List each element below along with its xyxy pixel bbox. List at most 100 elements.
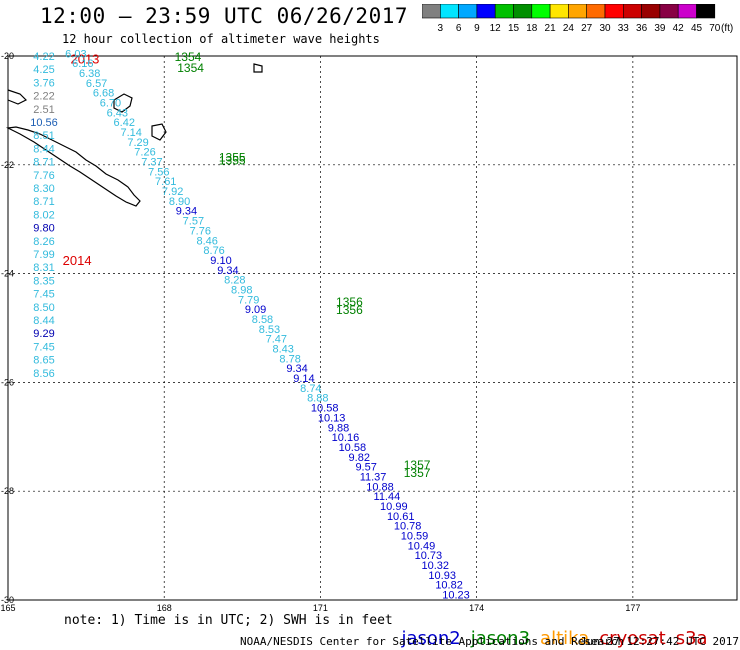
swh-value: 8.30 bbox=[33, 183, 54, 195]
satellite-legend: jason2 jason3 altika cryosat s3a bbox=[390, 607, 718, 649]
swh-value: 9.14 bbox=[293, 373, 314, 385]
swh-value: 7.14 bbox=[120, 127, 141, 139]
latitude-tick-label: -24 bbox=[1, 269, 14, 279]
swh-value: 8.46 bbox=[196, 235, 217, 247]
swh-value: 10.58 bbox=[339, 442, 367, 454]
swh-value: 7.57 bbox=[183, 216, 204, 228]
colorbar-swatch bbox=[659, 4, 679, 19]
colorbar-label: 42 bbox=[673, 23, 685, 34]
swh-value: 7.56 bbox=[148, 166, 169, 178]
swh-value: 9.34 bbox=[286, 363, 307, 375]
colorbar-label: 30 bbox=[599, 23, 611, 34]
swh-value: 7.61 bbox=[155, 176, 176, 188]
colorbar-label: 45 bbox=[691, 23, 703, 34]
swh-value: 8.35 bbox=[33, 275, 54, 287]
credit-line: NOAA/NESDIS Center for Satellite Applica… bbox=[240, 635, 625, 648]
swh-value: 2.51 bbox=[33, 104, 54, 116]
swh-value: 6.03 bbox=[65, 48, 86, 60]
latitude-tick-label: -28 bbox=[1, 486, 14, 496]
rev-number-label: 1357 bbox=[404, 466, 431, 480]
colorbar-swatch bbox=[586, 4, 606, 19]
swh-value: 8.71 bbox=[33, 157, 54, 169]
swh-value: 6.38 bbox=[79, 68, 100, 80]
latitude-tick-label: -30 bbox=[1, 595, 14, 605]
colorbar-label: 70 bbox=[709, 23, 721, 34]
swh-value: 7.79 bbox=[238, 294, 259, 306]
swh-value: 8.74 bbox=[300, 383, 321, 395]
swh-value: 11.37 bbox=[360, 471, 387, 483]
swh-value: 8.90 bbox=[169, 196, 190, 208]
longitude-tick-label: 171 bbox=[313, 603, 328, 613]
swh-value: 8.31 bbox=[33, 262, 54, 274]
colorbar-label: 24 bbox=[563, 23, 575, 34]
rev-number-label: 1357 bbox=[404, 458, 431, 472]
swh-value: 10.82 bbox=[435, 580, 463, 592]
swh-value: 9.34 bbox=[176, 206, 197, 218]
swh-value: 8.44 bbox=[33, 143, 54, 155]
colorbar-label: 6 bbox=[456, 23, 462, 34]
swh-value: 10.56 bbox=[30, 117, 58, 129]
swh-value: 10.88 bbox=[366, 481, 394, 493]
map-frame bbox=[7, 55, 738, 601]
colorbar-swatch bbox=[677, 4, 697, 19]
swh-value: 6.57 bbox=[86, 78, 107, 90]
year-label: 2013 bbox=[70, 52, 99, 67]
swh-value: 6.68 bbox=[93, 88, 114, 100]
rev-number-label: 1354 bbox=[175, 50, 202, 64]
swh-value: 9.82 bbox=[349, 452, 370, 464]
colorbar-swatch bbox=[604, 4, 624, 19]
swh-value: 8.50 bbox=[33, 302, 54, 314]
swh-value: 10.58 bbox=[311, 403, 339, 415]
latitude-tick-label: -22 bbox=[1, 160, 14, 170]
swh-value: 9.34 bbox=[217, 265, 238, 277]
swh-value: 9.09 bbox=[245, 304, 266, 316]
swh-value: 7.92 bbox=[162, 186, 183, 198]
swh-value: 9.29 bbox=[33, 328, 54, 340]
colorbar-swatch bbox=[623, 4, 642, 19]
swh-value: 7.45 bbox=[33, 341, 54, 353]
swh-value: 7.76 bbox=[190, 225, 211, 237]
swh-value: 6.42 bbox=[114, 117, 135, 129]
loyalty-island-1 bbox=[113, 93, 133, 113]
swh-value: 8.43 bbox=[273, 344, 294, 356]
colorbar-swatch bbox=[439, 4, 459, 19]
swh-value: 8.98 bbox=[231, 284, 252, 296]
colorbar-swatch bbox=[494, 4, 514, 19]
swh-value: 10.23 bbox=[442, 590, 470, 602]
swh-value: 8.53 bbox=[259, 324, 280, 336]
page-subtitle: 12 hour collection of altimeter wave hei… bbox=[62, 32, 380, 46]
swh-value: 9.10 bbox=[210, 255, 231, 267]
longitude-tick-label: 165 bbox=[0, 603, 15, 613]
colorbar-label: 27 bbox=[581, 23, 593, 34]
longitude-tick-label: 174 bbox=[469, 603, 484, 613]
swh-value: 7.29 bbox=[127, 137, 148, 149]
loyalty-island-3 bbox=[7, 89, 28, 105]
swh-value: 8.26 bbox=[33, 236, 54, 248]
swh-value: 2.22 bbox=[33, 91, 54, 103]
swh-value: 8.88 bbox=[307, 393, 328, 405]
swh-value: 11.44 bbox=[374, 491, 401, 503]
swh-value: 7.37 bbox=[141, 157, 162, 169]
colorbar-label: 3 bbox=[438, 23, 444, 34]
swh-value: 8.76 bbox=[203, 245, 224, 257]
swh-value: 8.65 bbox=[33, 355, 54, 367]
swh-value: 10.13 bbox=[318, 412, 346, 424]
footer-note: note: 1) Time is in UTC; 2) SWH is in fe… bbox=[64, 613, 393, 628]
swh-value: 10.99 bbox=[380, 501, 408, 513]
colorbar-label: 33 bbox=[618, 23, 630, 34]
swh-value: 8.78 bbox=[279, 353, 300, 365]
swh-value: 10.16 bbox=[332, 432, 360, 444]
map-grid bbox=[7, 55, 737, 601]
swh-value: 6.70 bbox=[100, 97, 121, 109]
loyalty-island-2 bbox=[151, 123, 167, 141]
swh-value: 10.32 bbox=[422, 560, 450, 572]
swh-value: 6.16 bbox=[72, 58, 93, 70]
swh-value: 3.76 bbox=[33, 77, 54, 89]
rev-number-label: 1356 bbox=[336, 295, 363, 309]
swh-value: 10.78 bbox=[394, 521, 422, 533]
swh-value: 9.57 bbox=[355, 462, 376, 474]
color-scale-legend: 3 6 9 12 15 18 21 24 27 30 33 36 39 42 45 70 (ft) bbox=[422, 4, 733, 34]
swh-value: 10.59 bbox=[401, 531, 429, 543]
small-island bbox=[253, 63, 263, 73]
colorbar-swatch bbox=[531, 4, 551, 19]
